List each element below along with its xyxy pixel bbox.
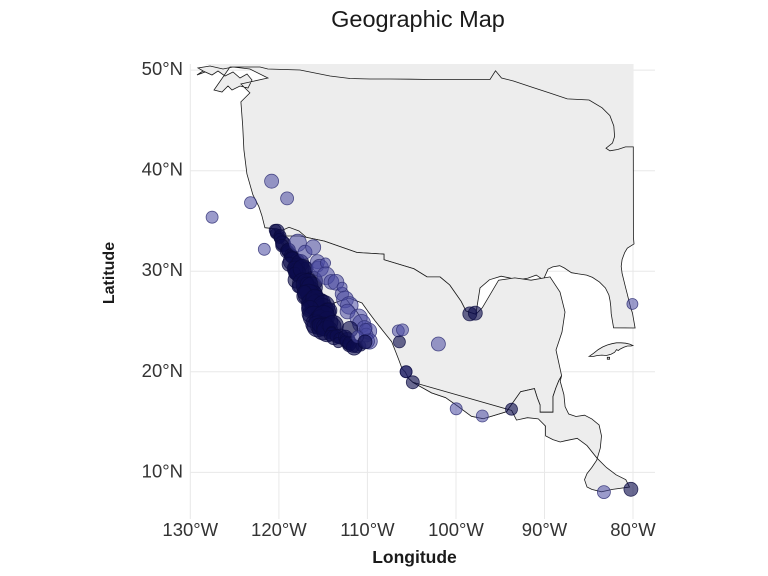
svg-text:130°W: 130°W <box>162 519 218 540</box>
svg-text:50°N: 50°N <box>142 58 183 79</box>
svg-text:10°N: 10°N <box>142 460 183 481</box>
svg-text:120°W: 120°W <box>251 519 307 540</box>
svg-text:30°N: 30°N <box>142 259 183 280</box>
svg-text:90°W: 90°W <box>522 519 568 540</box>
svg-text:20°N: 20°N <box>142 360 183 381</box>
svg-text:80°W: 80°W <box>610 519 656 540</box>
svg-text:100°W: 100°W <box>428 519 484 540</box>
svg-text:110°W: 110°W <box>340 519 395 540</box>
svg-text:40°N: 40°N <box>142 159 183 180</box>
